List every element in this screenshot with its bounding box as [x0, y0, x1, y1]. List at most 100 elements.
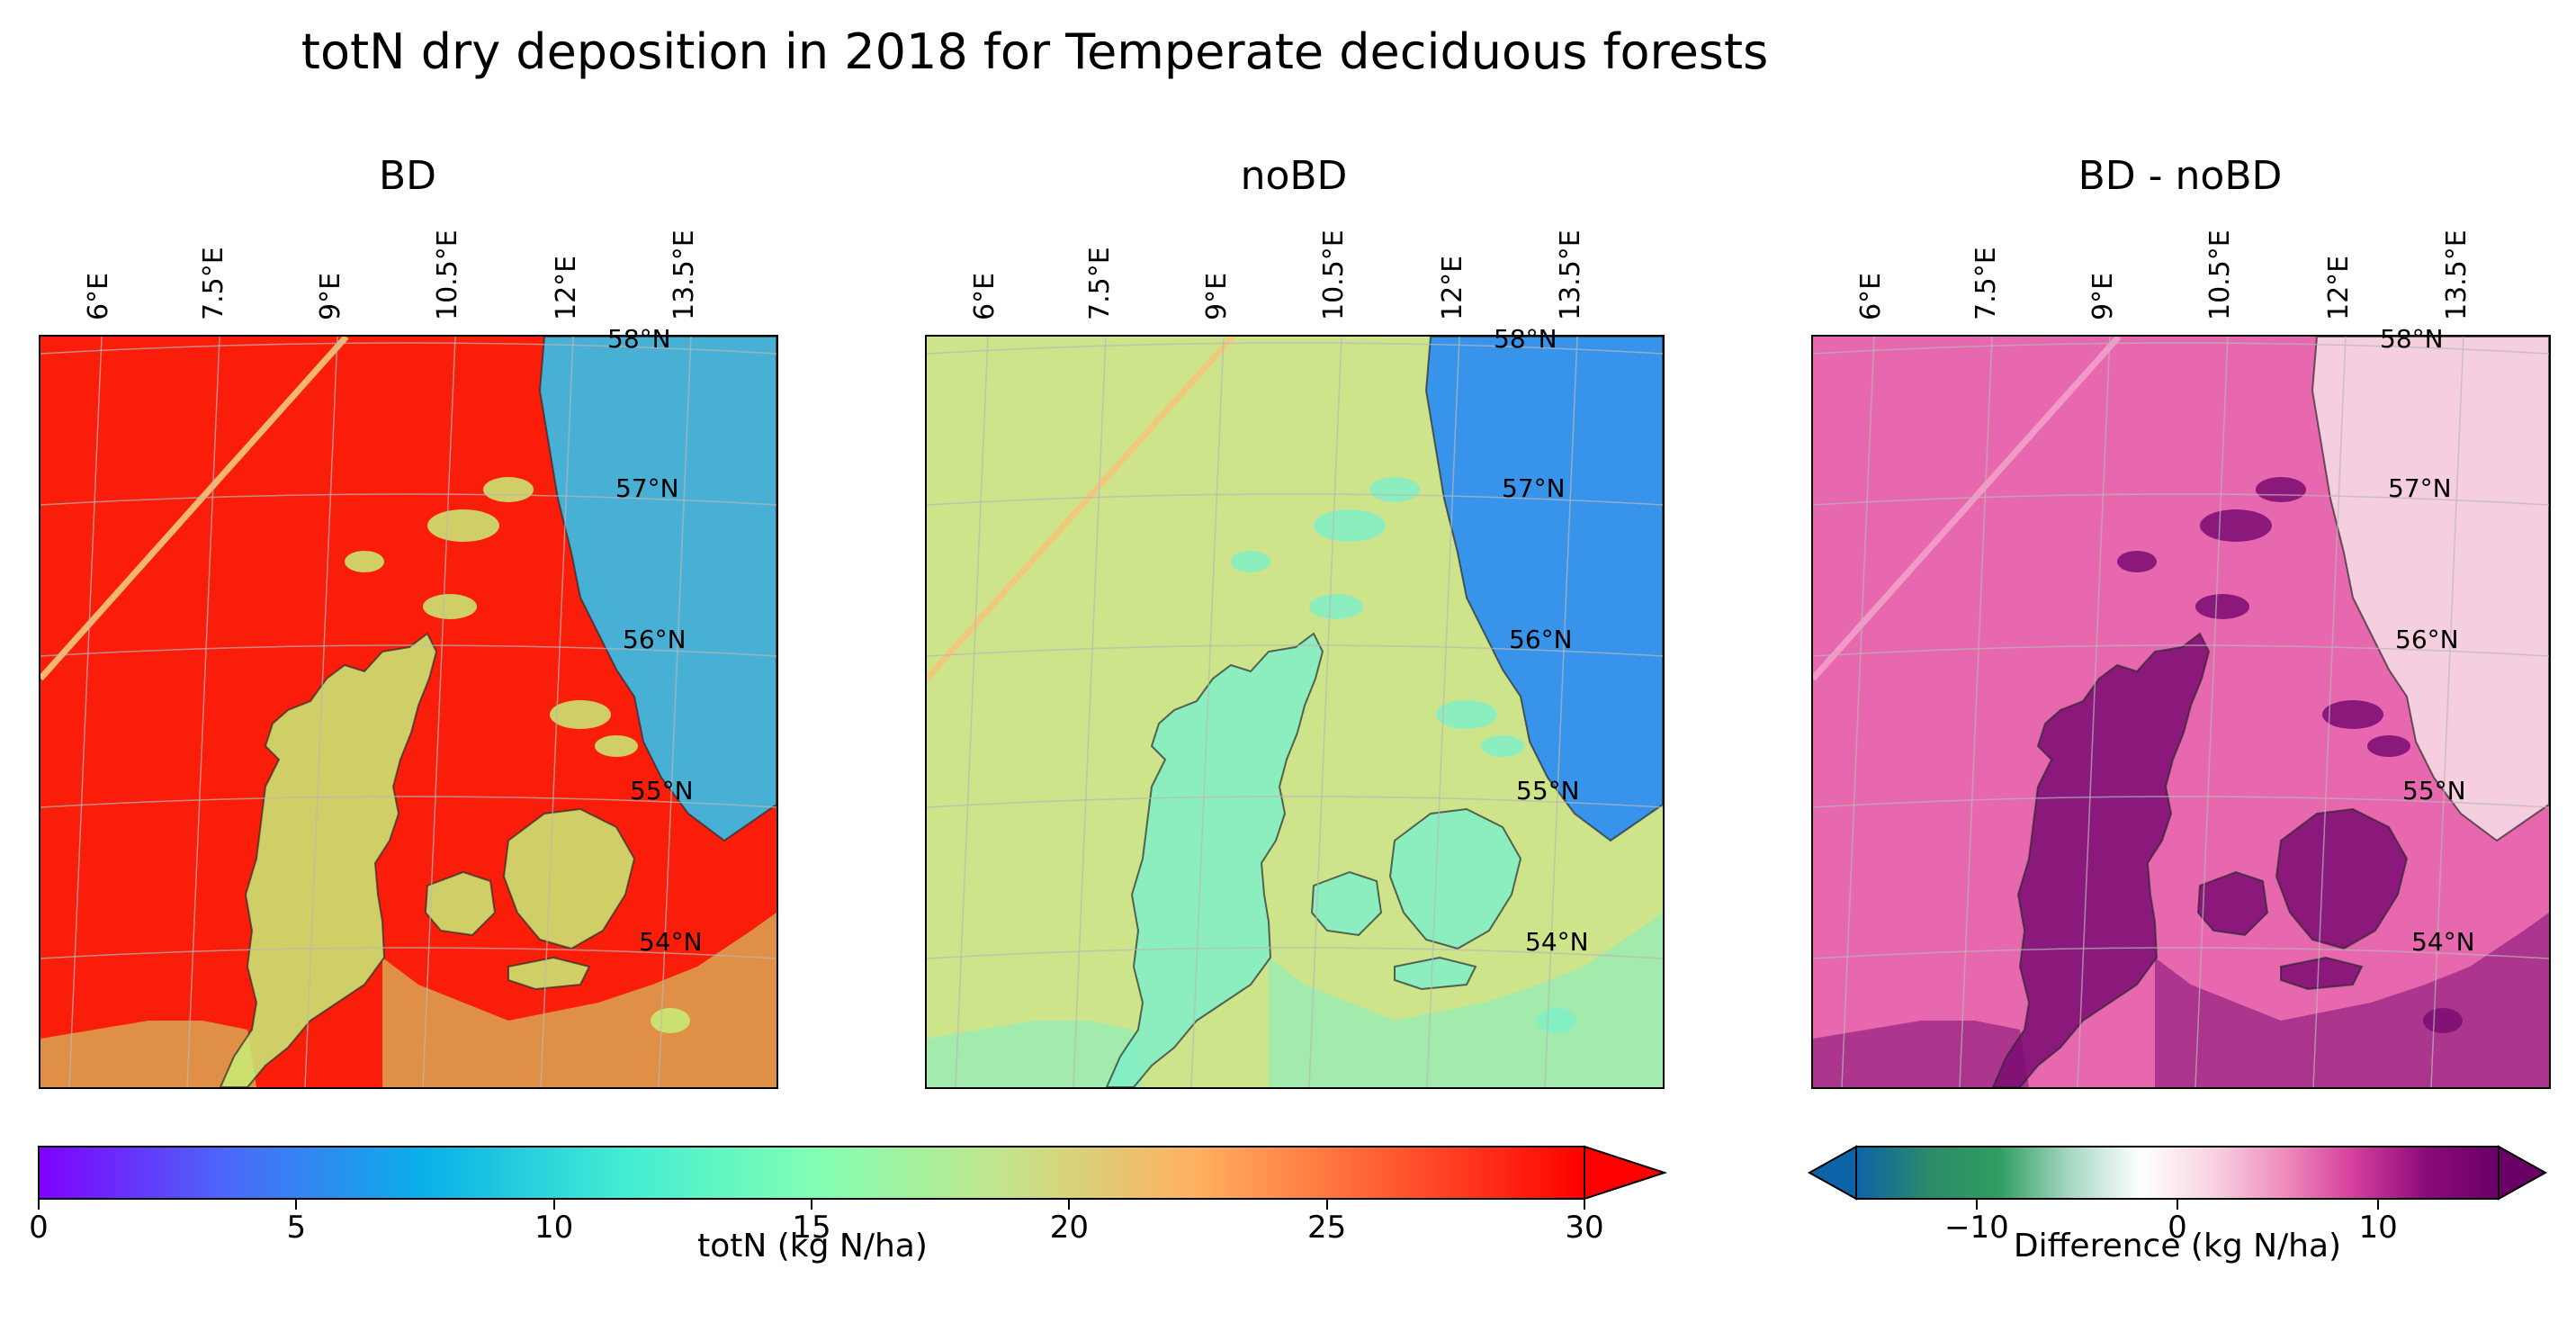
island	[423, 594, 477, 619]
region-south	[927, 913, 1663, 1087]
colorbar-tick	[1584, 1199, 1585, 1210]
lon-label: 10.5°E	[1318, 230, 1350, 320]
colorbar-tick	[811, 1199, 812, 1210]
region-north-east	[2312, 337, 2549, 841]
colorbar-tick	[1325, 1199, 1328, 1210]
coastline	[1105, 632, 1324, 1087]
parallel	[927, 493, 1663, 506]
meridian	[1426, 337, 1460, 1087]
meridian	[1190, 337, 1225, 1087]
coastline	[1394, 956, 1477, 991]
colorbar-tick-label: −10	[1943, 1210, 2009, 1246]
land-region	[2198, 872, 2267, 935]
colorbar-tick-label: 25	[1307, 1210, 1347, 1246]
parallel	[40, 493, 776, 506]
map-nobd	[925, 335, 1665, 1089]
parallel	[1813, 796, 2549, 808]
lon-label: 6°E	[969, 272, 1001, 320]
lon-label: 12°E	[2323, 255, 2355, 320]
coastline	[424, 870, 497, 937]
lat-label: 54°N	[2411, 927, 2475, 957]
colorbar-tick-label: 5	[286, 1210, 307, 1246]
island	[2200, 509, 2272, 542]
meridian	[1841, 337, 1875, 1087]
colorbar-totn-label: totN (kg N/ha)	[697, 1228, 928, 1264]
land-region	[1390, 809, 1521, 949]
colorbar-tick	[1068, 1199, 1071, 1210]
colorbar-tick-label: 10	[2358, 1210, 2398, 1246]
island	[2195, 594, 2249, 619]
meridian	[2430, 337, 2464, 1087]
parallel	[927, 644, 1663, 657]
land-region	[1395, 958, 1476, 989]
meridian	[2195, 337, 2229, 1087]
coastline	[2275, 807, 2409, 950]
colorbar-difference	[1807, 1145, 2548, 1201]
coastline	[1424, 337, 1663, 842]
meridian	[68, 337, 103, 1087]
meridian	[304, 337, 338, 1087]
panel-title-nobd: noBD	[1240, 153, 1348, 199]
lat-label: 54°N	[1525, 927, 1589, 957]
colorbar-tick	[552, 1199, 555, 1210]
land-region	[508, 958, 589, 989]
lat-label: 55°N	[630, 776, 694, 806]
colorbar-tick-label: 20	[1049, 1210, 1089, 1246]
island	[2367, 735, 2410, 757]
coastline	[1310, 870, 1383, 937]
colorbar-tick-label: 0	[2168, 1210, 2187, 1246]
diagonal-line	[927, 337, 1235, 681]
coastline	[219, 632, 438, 1087]
lon-label: 10.5°E	[432, 230, 463, 320]
island	[345, 551, 384, 572]
lon-label: 9°E	[2087, 272, 2119, 320]
island	[550, 700, 611, 729]
panel-title-bd: BD	[378, 153, 437, 199]
lat-label: 56°N	[1509, 625, 1573, 654]
lon-label: 13.5°E	[669, 230, 700, 320]
region-south	[1813, 913, 2549, 1087]
lon-label: 13.5°E	[1555, 230, 1586, 320]
region-north-east	[1426, 337, 1663, 841]
island	[1314, 509, 1386, 542]
lat-label: 58°N	[607, 324, 671, 354]
land-region	[1312, 872, 1381, 935]
lon-label: 12°E	[551, 255, 582, 320]
island	[2117, 551, 2157, 572]
meridian	[186, 337, 220, 1087]
lon-label: 7.5°E	[198, 247, 229, 320]
lat-label: 57°N	[2388, 473, 2452, 503]
diagonal-line	[40, 337, 349, 681]
lon-label: 9°E	[1201, 272, 1233, 320]
colorbar-tick	[2177, 1199, 2178, 1210]
lon-label: 13.5°E	[2441, 230, 2473, 320]
colorbar-tick-label: 15	[792, 1210, 831, 1246]
coastline	[2196, 870, 2269, 937]
lat-label: 56°N	[623, 625, 687, 654]
land-region	[2276, 809, 2407, 949]
lat-label: 55°N	[1516, 776, 1580, 806]
island	[2256, 477, 2306, 502]
parallel	[1813, 493, 2549, 506]
meridian	[955, 337, 989, 1087]
colorbar-totn	[38, 1145, 1668, 1201]
island	[427, 509, 499, 542]
map-bd	[39, 335, 778, 1089]
lon-label: 10.5°E	[2204, 230, 2236, 320]
lat-label: 55°N	[2402, 776, 2466, 806]
lat-label: 58°N	[2380, 324, 2444, 354]
colorbar-tick-label: 0	[29, 1210, 49, 1246]
colorbar-tick	[2377, 1199, 2380, 1210]
lon-label: 6°E	[83, 272, 114, 320]
coastline	[2280, 956, 2364, 991]
colorbar-extend-max	[1584, 1145, 1668, 1201]
parallel	[1813, 342, 2549, 355]
meridian	[658, 337, 692, 1087]
region-south	[40, 913, 776, 1087]
colorbar-tick	[1975, 1199, 1978, 1210]
map-difference	[1811, 335, 2551, 1089]
meridian	[2312, 337, 2347, 1087]
colorbar-tick-label: 30	[1565, 1210, 1604, 1246]
parallel	[1813, 947, 2549, 959]
land-region	[1107, 634, 1323, 1087]
